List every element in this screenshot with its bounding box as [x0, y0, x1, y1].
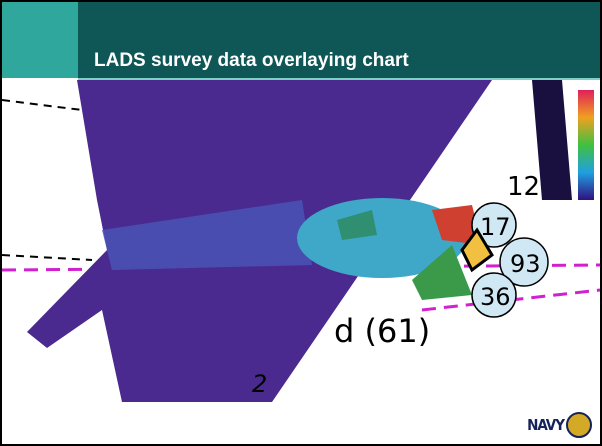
- chart-label: 2: [252, 370, 267, 398]
- colorbar: [578, 90, 594, 200]
- chart-label: 36: [480, 283, 511, 311]
- chart-label: d (61): [334, 312, 430, 350]
- slide-title: LADS survey data overlaying chart: [94, 50, 409, 71]
- survey-data: [532, 80, 572, 200]
- header-rule: [78, 78, 600, 80]
- survey-data: [297, 198, 467, 278]
- survey-image: 12 17 93 36 d (61) 2: [2, 80, 600, 402]
- logo-emblem: [566, 412, 592, 438]
- chart-shapes: [471, 202, 549, 318]
- chart-label: 93: [510, 250, 541, 278]
- header-accent: [2, 2, 78, 78]
- chart-symbol: [460, 227, 494, 273]
- logo-text: NAVY: [527, 416, 565, 434]
- navy-logo: NAVY: [527, 412, 592, 438]
- survey-data: [432, 205, 482, 245]
- survey-data: [337, 210, 377, 240]
- chart-label: 12: [507, 172, 540, 202]
- header-band: [2, 2, 600, 78]
- survey-data: [412, 245, 472, 300]
- chart-label: 17: [480, 213, 511, 241]
- survey-data: [102, 200, 312, 270]
